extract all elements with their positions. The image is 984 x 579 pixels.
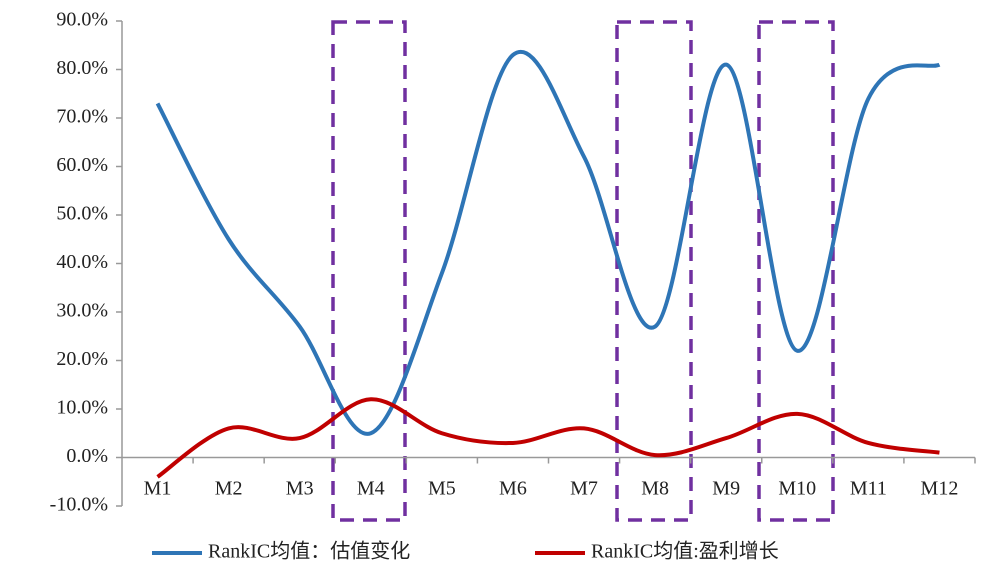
line: [155, 50, 941, 436]
x-tick-label: M11: [850, 478, 887, 500]
x-tick-label: M9: [712, 478, 740, 500]
x-tick-label: M12: [921, 478, 959, 500]
y-tick-label: 20.0%: [56, 348, 108, 370]
highlight-box: [331, 20, 407, 522]
y-tick-label: 60.0%: [56, 154, 108, 176]
highlight-box: [757, 20, 835, 522]
y-tick-label: 80.0%: [56, 57, 108, 79]
x-tick-label: M7: [570, 478, 598, 500]
y-tick-label: -10.0%: [50, 494, 108, 516]
y-tick-label: 70.0%: [56, 106, 108, 128]
y-tick-label: 10.0%: [56, 397, 108, 419]
x-tick-label: M3: [286, 478, 314, 500]
x-tick-label: M2: [215, 478, 243, 500]
y-tick-label: 0.0%: [66, 445, 108, 467]
x-tick-label: M6: [499, 478, 527, 500]
x-tick-label: M10: [778, 478, 816, 500]
y-tick-label: 90.0%: [56, 9, 108, 31]
legend-label: RankIC均值:盈利增长: [591, 540, 779, 563]
x-tick-label: M1: [144, 478, 172, 500]
highlight-box: [615, 20, 693, 522]
y-tick-label: 30.0%: [56, 300, 108, 322]
line: [156, 397, 940, 479]
y-tick-label: 40.0%: [56, 251, 108, 273]
x-tick-label: M8: [641, 478, 669, 500]
x-tick-label: M4: [357, 478, 385, 500]
y-tick-label: 50.0%: [56, 203, 108, 225]
legend-label: RankIC均值：估值变化: [208, 540, 410, 563]
x-tick-label: M5: [428, 478, 456, 500]
